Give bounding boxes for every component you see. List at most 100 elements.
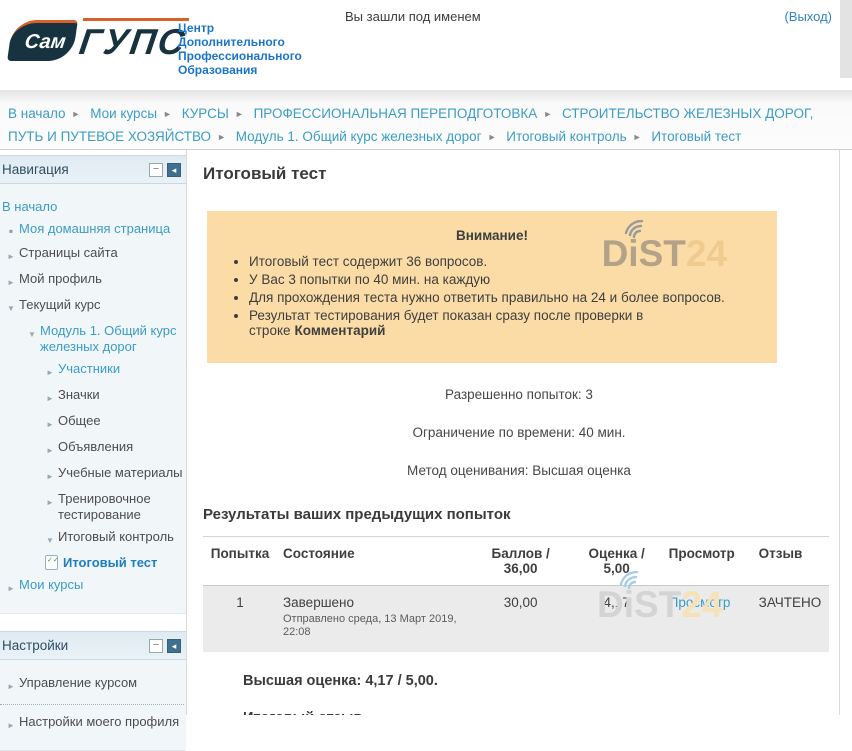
attempt-points-cell: 30,00 bbox=[470, 585, 571, 652]
sidebar-item-label: Учебные материалы bbox=[58, 465, 183, 480]
tree-marker-icon bbox=[3, 577, 19, 597]
sidebar-nav-item[interactable]: Значки bbox=[0, 387, 184, 407]
breadcrumb-item: КУРСЫ ► bbox=[182, 106, 250, 121]
tree-marker-icon bbox=[42, 413, 58, 433]
logo-swoosh-text: Сам bbox=[7, 20, 78, 61]
sidebar-nav-item[interactable]: Текущий курс bbox=[0, 297, 184, 317]
sidebar-nav-item[interactable]: Учебные материалы bbox=[0, 465, 184, 485]
tree-marker-icon bbox=[42, 465, 58, 485]
sidebar-nav-item[interactable]: Итоговый контроль bbox=[0, 529, 184, 549]
final-grade-text: Высшая оценка: 4,17 / 5,00. bbox=[243, 673, 438, 689]
attempts-table-header-cell: Попытка bbox=[203, 536, 277, 586]
attempts-table-header-row: Попытка Состояние Баллов / 36,00 Оценка … bbox=[203, 536, 829, 586]
sidebar-item-label: Моя домашняя страница bbox=[19, 221, 171, 236]
attempts-table-header-cell: Отзыв bbox=[752, 536, 829, 586]
sidebar-item-label: Участники bbox=[58, 361, 121, 376]
sidebar-settings-item[interactable]: Управление курсом bbox=[0, 675, 184, 695]
attempt-state-cell: Завершено Отправлено среда, 13 Март 2019… bbox=[277, 585, 471, 652]
org-line: Профессионального bbox=[178, 49, 302, 63]
collapse-block-icon[interactable]: − bbox=[149, 162, 163, 177]
logout-link[interactable]: (Выход) bbox=[784, 9, 832, 24]
sidebar-nav-item[interactable]: Модуль 1. Общий курс железных дорог bbox=[0, 323, 184, 355]
settings-block-title: Настройки bbox=[2, 638, 69, 653]
tree-marker-icon bbox=[45, 555, 58, 570]
breadcrumb-separator-icon: ► bbox=[71, 109, 81, 119]
page-title: Итоговый тест bbox=[203, 164, 327, 183]
sidebar-nav-item[interactable]: Мои курсы bbox=[0, 577, 184, 597]
sidebar-nav-item[interactable]: Общее bbox=[0, 413, 184, 433]
breadcrumb-separator-icon: ► bbox=[217, 132, 226, 142]
attempt-feedback-cell: ЗАЧТЕНО bbox=[752, 585, 829, 652]
review-link[interactable]: Просмотр bbox=[668, 595, 731, 610]
sidebar-item-label: Настройки моего профиля bbox=[19, 714, 180, 729]
breadcrumb-link[interactable]: ПРОФЕССИОНАЛЬНАЯ ПЕРЕПОДГОТОВКА bbox=[253, 106, 538, 121]
warning-bullet-list: Итоговый тест содержит 36 вопросов. У Ва… bbox=[225, 254, 759, 338]
quiz-info: Разрешенно попыток: 3 Ограничение по вре… bbox=[203, 387, 835, 478]
warning-bullet: Результат тестирования будет показан сра… bbox=[249, 308, 759, 338]
breadcrumb-link[interactable]: Итоговый контроль bbox=[506, 129, 627, 144]
breadcrumb-link[interactable]: КУРСЫ bbox=[181, 106, 229, 121]
tree-marker-icon bbox=[42, 529, 58, 549]
breadcrumb: В начало ► Мои курсы ► КУРСЫ ► ПРОФЕССИОНАЛ… bbox=[0, 90, 852, 150]
sidebar-item-label: Страницы сайта bbox=[19, 245, 118, 260]
bullet-text: Для прохождения теста нужно ответить пра… bbox=[249, 290, 725, 305]
sidebar-nav-item[interactable]: Объявления bbox=[0, 439, 184, 459]
org-line: Дополнительного bbox=[178, 35, 285, 49]
bullet-bold-text: Комментарий bbox=[294, 323, 386, 338]
dock-block-icon[interactable]: ◂ bbox=[167, 638, 181, 653]
breadcrumb-link[interactable]: Мои курсы bbox=[90, 106, 158, 121]
breadcrumb-link[interactable]: Итоговый тест bbox=[651, 129, 742, 144]
tree-marker-icon bbox=[42, 439, 58, 459]
attempt-number-cell: 1 bbox=[203, 585, 277, 652]
bullet-text: Итоговый тест содержит 36 вопросов. bbox=[249, 254, 488, 269]
sidebar-nav-item[interactable]: Тренировочное тестирование bbox=[0, 491, 184, 523]
sidebar-settings-item[interactable]: Настройки моего профиля bbox=[0, 704, 184, 734]
final-feedback-heading: Итоговый отзыв bbox=[243, 710, 835, 715]
attempt-submitted-note: Отправлено среда, 13 Март 2019, 22:08 bbox=[283, 613, 457, 638]
breadcrumb-item: Модуль 1. Общий курс железных дорог ► bbox=[236, 129, 503, 144]
warning-bullet: Итоговый тест содержит 36 вопросов. bbox=[249, 254, 759, 269]
quiz-info-line: Метод оценивания: Высшая оценка bbox=[407, 463, 631, 478]
attempt-state: Завершено bbox=[283, 595, 355, 610]
dock-block-icon[interactable]: ◂ bbox=[167, 162, 181, 177]
sidebar: Навигация − ◂ В начало Моя домашняя стра… bbox=[0, 150, 186, 751]
warning-title: Внимание! bbox=[456, 228, 528, 243]
sidebar-nav-item[interactable]: Страницы сайта bbox=[0, 245, 184, 265]
breadcrumb-link[interactable]: СТРОИТЕЛЬСТВО ЖЕЛЕЗНЫХ ДОРОГ, ПУТЬ И ПУТ… bbox=[8, 106, 814, 144]
tree-marker-icon bbox=[42, 361, 58, 381]
logo-gups-text: ГУПС bbox=[76, 18, 190, 63]
breadcrumb-link[interactable]: В начало bbox=[8, 106, 66, 121]
breadcrumb-separator-icon: ► bbox=[543, 109, 553, 119]
sidebar-nav-item[interactable]: Мой профиль bbox=[0, 271, 184, 291]
tree-marker-icon bbox=[3, 271, 19, 291]
navigation-block-title: Навигация bbox=[2, 162, 69, 177]
page-background-strip bbox=[840, 0, 852, 78]
tree-marker-icon bbox=[42, 491, 58, 511]
results-heading: Результаты ваших предыдущих попыток bbox=[203, 506, 511, 523]
tree-marker-icon bbox=[3, 245, 19, 265]
main-content: Итоговый тест Внимание! Итоговый тест со… bbox=[186, 150, 840, 715]
sidebar-nav-item[interactable]: Итоговый тест bbox=[0, 555, 184, 571]
breadcrumb-separator-icon: ► bbox=[234, 109, 244, 119]
tree-marker-icon bbox=[3, 297, 19, 317]
breadcrumb-link[interactable]: Модуль 1. Общий курс железных дорог bbox=[235, 129, 482, 144]
sidebar-item-label: Текущий курс bbox=[19, 297, 101, 312]
tree-marker-icon bbox=[3, 675, 19, 695]
sidebar-nav-item[interactable]: Участники bbox=[0, 361, 184, 381]
quiz-info-line: Разрешенно попыток: 3 bbox=[445, 387, 593, 402]
navigation-block: Навигация − ◂ В начало Моя домашняя стра… bbox=[0, 155, 186, 614]
sidebar-item-label: Значки bbox=[58, 387, 100, 402]
org-line: Центр bbox=[178, 21, 215, 35]
samgups-logo: Сам ГУПС bbox=[7, 18, 190, 63]
navigation-block-header: Навигация − ◂ bbox=[0, 155, 186, 184]
sidebar-item-label: Итоговый контроль bbox=[58, 529, 174, 544]
breadcrumb-item: СТРОИТЕЛЬСТВО ЖЕЛЕЗНЫХ ДОРОГ, ПУТЬ И ПУТ… bbox=[8, 106, 813, 144]
sidebar-nav-item[interactable]: В начало bbox=[0, 199, 184, 215]
sidebar-nav-item[interactable]: Моя домашняя страница bbox=[0, 221, 184, 239]
collapse-block-icon[interactable]: − bbox=[149, 638, 163, 653]
logged-in-as-text: Вы зашли под именем bbox=[345, 9, 481, 24]
sidebar-item-label: Объявления bbox=[58, 439, 134, 454]
breadcrumb-item: Итоговый тест► bbox=[651, 129, 741, 144]
bullet-text: У Вас 3 попытки по 40 мин. на каждую bbox=[249, 272, 491, 287]
warning-box: Внимание! Итоговый тест содержит 36 вопр… bbox=[207, 211, 777, 363]
